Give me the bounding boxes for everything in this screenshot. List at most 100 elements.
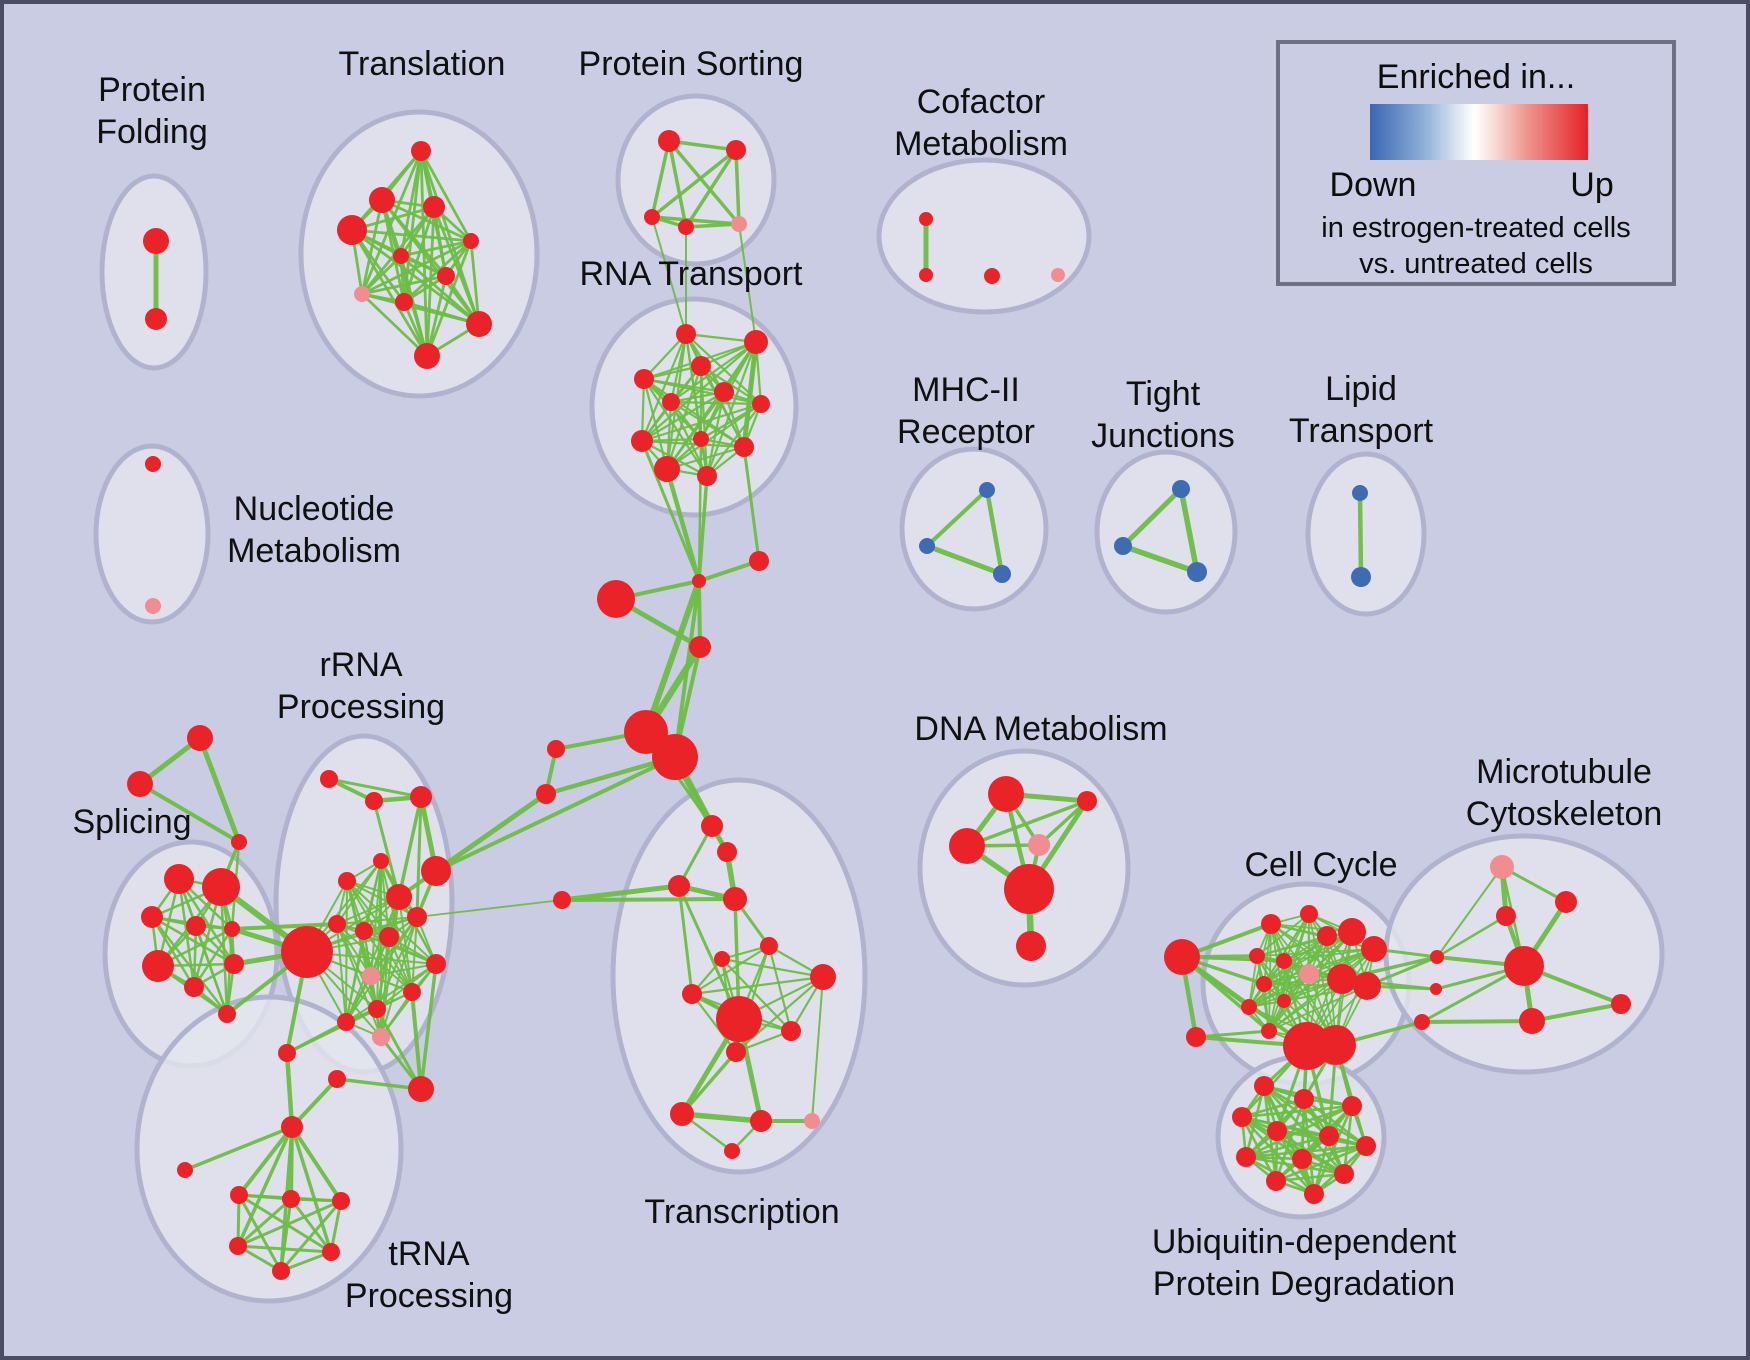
legend-box: Enriched in... Down Up in estrogen-treat… [1276,40,1676,286]
edge-U7-U11 [1274,1144,1368,1183]
edge-U7-U9 [1300,1144,1368,1161]
node-R4 [634,369,654,389]
node-S8s [224,954,244,974]
node-S9s [218,1005,236,1023]
edge-U4-U12 [1240,1115,1316,1196]
legend-title: Enriched in... [1376,58,1576,96]
cluster-label-protein-sorting: Protein Sorting [579,45,804,83]
edge-RR1-RR3 [327,777,423,799]
node-TJ1 [1172,480,1190,498]
node-TL [177,1162,193,1178]
edge-S2s-S9s [219,885,229,1016]
edge-R1-R4 [642,332,688,381]
node-TR13 [750,1110,772,1132]
edge-S3s-S8s [150,915,236,966]
node-RR2 [365,792,383,810]
edge-CC10-CC14 [1248,973,1310,1008]
edge-PS1-PS3 [650,139,671,219]
node-D1 [988,776,1024,812]
node-CC10 [1299,964,1319,984]
node-TR5 [760,937,778,955]
edge-X1-H1 [643,578,702,735]
cluster-label-translation: Translation [339,45,506,83]
node-U10 [1334,1164,1354,1184]
node-S2s [202,868,240,906]
edge-TR3-TR8 [677,884,694,996]
node-CC7 [1361,936,1387,962]
node-D2 [1077,791,1097,811]
edge-PS3-R1 [651,216,687,335]
cluster-label-rrna-processing-line2: Processing [277,688,445,726]
edge-CC7-CC11 [1263,948,1375,985]
edge-MH1-MH2 [925,488,989,548]
edge-R7-R12 [705,402,763,478]
node-TR3 [668,875,690,897]
edge-CC4-CC8 [1256,913,1310,957]
node-T5 [463,233,479,249]
node-M3 [1496,906,1516,926]
node-U9 [1292,1149,1312,1169]
node-CM1 [919,212,933,226]
cluster-label-transcription: Transcription [644,1193,839,1231]
node-TR7 [810,964,836,990]
cluster-label-lipid-transport-line2: Transport [1289,412,1434,450]
node-TR15 [724,1143,740,1159]
cluster-label-trna-processing-line2: Processing [345,1277,513,1315]
edge-X1-N643 [697,579,702,649]
node-TR9 [716,996,762,1042]
edge-TR12-TR13 [679,1111,764,1124]
edge-TJ1-TJ2 [1120,486,1184,549]
edge-MJ1-M1 [1436,866,1503,958]
edge-T5-T6 [399,239,473,258]
node-CC18 [1316,1025,1356,1065]
edge-R6-R10 [669,400,746,449]
node-CC9 [1276,953,1292,969]
edge-T6-T8 [360,254,403,296]
edge-RR17-RR16 [410,990,423,1091]
cluster-label-splicing: Splicing [72,803,191,841]
node-T8 [354,286,370,302]
edge-MH2-MH3 [924,543,1005,577]
node-CC4 [1300,905,1318,923]
legend-caption-line2: vs. untreated cells [1359,248,1593,280]
node-RR18 [372,1028,390,1046]
node-MJ3 [1414,1014,1430,1030]
edge-RR8-RR11 [336,916,418,925]
edge-RR7-RR15 [345,896,400,1023]
edge-PS2-PS4 [684,148,738,229]
node-S1c [547,740,565,758]
node-CC6 [1338,918,1366,946]
node-MH3 [993,565,1011,583]
edge-R2-R6 [669,340,758,404]
node-MJ1 [1430,950,1444,964]
node-PS5 [731,216,747,232]
node-R1 [676,324,696,344]
cluster-label-cofactor-metabolism-line2: Metabolism [894,125,1068,163]
edge-TR3-TR9 [677,884,741,1021]
node-PS3 [644,209,660,225]
node-S3s [141,906,163,928]
node-R6 [662,393,680,411]
cluster-ellipse-tight-junctions [1094,449,1238,615]
node-TN2 [282,1190,300,1208]
cluster-label-lipid-transport-line1: Lipid [1325,370,1397,408]
edge-RR5-RR11 [346,880,418,918]
node-SPB [127,771,153,797]
node-RR17 [408,1076,434,1102]
edge-RR2-RR7 [372,799,401,899]
edge-T5-T10 [469,239,481,326]
node-U7 [1356,1136,1376,1156]
node-S7s [184,977,204,997]
edge-PS5-R2 [738,223,757,343]
edge-MH1-MH3 [984,487,1005,577]
node-R3 [691,356,711,376]
node-T7 [437,267,455,285]
edge-U6-U8 [1244,1134,1331,1159]
edge-T2-T8 [360,198,384,296]
node-PF1 [143,228,169,254]
edge-RR8-RR18 [336,923,382,1038]
node-RR9 [355,922,373,940]
node-CC16 [1261,1023,1277,1039]
node-U2 [1294,1089,1314,1109]
edge-TH-TN5 [290,1125,333,1254]
